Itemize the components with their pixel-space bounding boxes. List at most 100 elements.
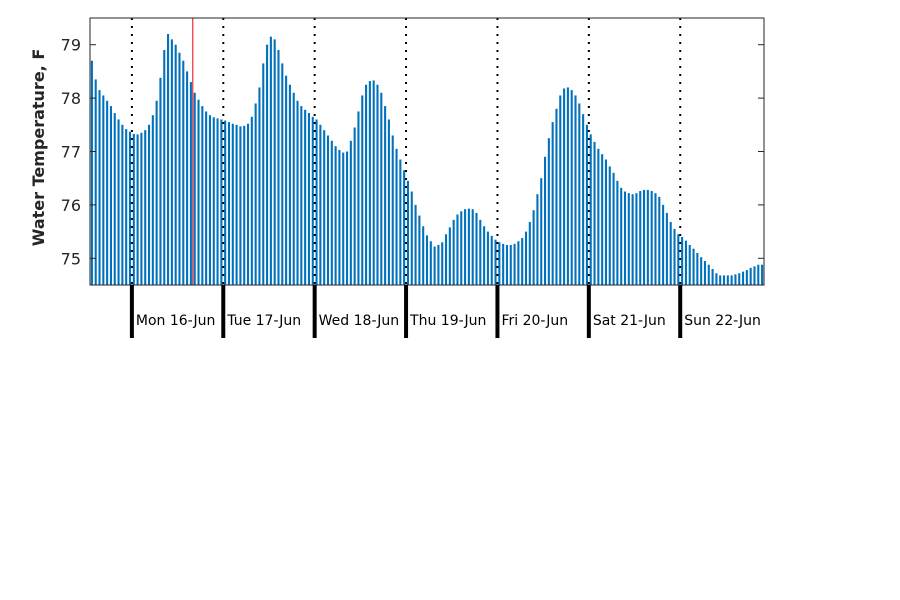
bar [406, 180, 409, 285]
bar [646, 189, 649, 285]
bar [117, 119, 120, 286]
bar [262, 63, 265, 285]
bar [528, 221, 531, 285]
bar [669, 221, 672, 285]
bar [90, 60, 93, 285]
bar [448, 227, 451, 285]
bar [167, 34, 170, 285]
bar [288, 84, 291, 285]
bar [620, 187, 623, 285]
bar [300, 106, 303, 285]
bar [372, 80, 375, 285]
bar [536, 194, 539, 285]
bar [121, 124, 124, 285]
bar [753, 266, 756, 285]
day-label: Tue 17-Jun [226, 313, 301, 329]
bar [224, 120, 227, 285]
bar [106, 100, 109, 286]
bar [643, 189, 646, 285]
bar [582, 114, 585, 286]
bar [387, 119, 390, 286]
bar [433, 246, 436, 285]
bar [212, 117, 215, 285]
bar [570, 90, 573, 285]
bar [151, 115, 154, 285]
bar [700, 257, 703, 285]
bar [540, 178, 543, 285]
bar [414, 204, 417, 285]
bar [692, 248, 695, 285]
bar [658, 196, 661, 285]
bar [285, 75, 288, 285]
bar [608, 166, 611, 285]
day-label: Wed 18-Jun [319, 313, 400, 329]
bar [422, 226, 425, 285]
bar [239, 126, 242, 286]
bar [547, 138, 550, 285]
bar [749, 267, 752, 285]
bar [128, 131, 132, 285]
bar [464, 209, 467, 285]
y-tick-label: 78 [61, 89, 81, 108]
bar [635, 193, 638, 285]
bar [726, 275, 729, 285]
bar [281, 63, 284, 285]
bar [483, 226, 486, 285]
bar [353, 127, 356, 285]
bar [361, 95, 364, 286]
bar [410, 191, 413, 285]
bar [136, 134, 139, 285]
bar [132, 133, 135, 285]
bar [220, 119, 223, 286]
bar [159, 77, 162, 285]
bars [90, 34, 764, 286]
bar [330, 140, 333, 285]
bar [505, 244, 509, 285]
day-label: Sat 21-Jun [593, 313, 666, 329]
bar [719, 275, 722, 285]
bar [589, 134, 592, 285]
bar [334, 146, 337, 285]
bar [623, 191, 627, 285]
bar [544, 156, 547, 285]
bar [326, 135, 330, 285]
bar [761, 264, 764, 285]
bar [342, 152, 345, 285]
bar [323, 130, 326, 285]
bar [227, 122, 231, 285]
bar [315, 119, 318, 286]
bar [296, 100, 299, 286]
bar [182, 60, 185, 285]
y-axis: 75 76 77 78 79 [61, 36, 764, 268]
bar [517, 241, 520, 285]
bar [521, 238, 524, 285]
bar [444, 234, 448, 285]
bar [555, 108, 558, 285]
bar [551, 122, 554, 285]
bar [269, 36, 272, 285]
bar [654, 193, 657, 285]
bar [395, 148, 398, 285]
bar [677, 234, 680, 285]
bar [738, 273, 741, 285]
bar [147, 124, 151, 285]
day-label: Thu 19-Jun [409, 313, 486, 329]
day-label: Sun 22-Jun [684, 313, 761, 329]
bar [292, 92, 295, 285]
bar [246, 123, 250, 285]
bar [467, 208, 470, 285]
bar [509, 244, 512, 285]
bar [524, 231, 528, 285]
y-tick-label: 79 [61, 36, 81, 55]
bar [574, 95, 577, 286]
day-label: Fri 20-Jun [501, 313, 568, 329]
bar [429, 241, 432, 285]
day-label: Mon 16-Jun [136, 313, 216, 329]
bar [616, 180, 619, 285]
bar [688, 244, 691, 285]
bar [125, 129, 128, 285]
bar [452, 219, 455, 285]
bar [205, 111, 208, 285]
bar [703, 260, 707, 285]
